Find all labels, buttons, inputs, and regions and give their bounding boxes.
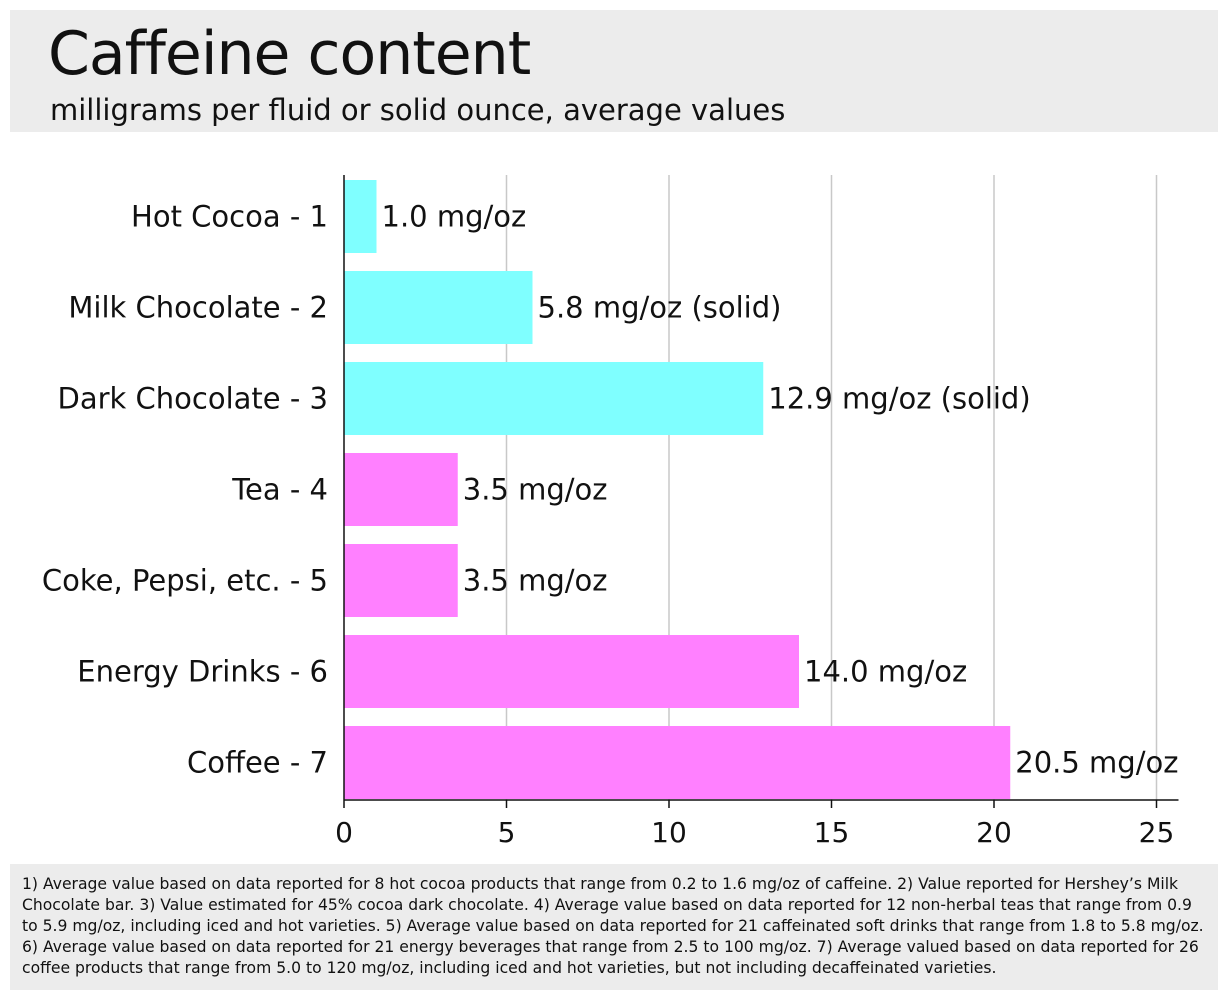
category-label: Hot Cocoa - 1	[131, 200, 328, 234]
category-labels: Hot Cocoa - 1 Milk Chocolate - 2 Dark Choc…	[42, 200, 328, 780]
data-label: 3.5 mg/oz	[463, 564, 608, 598]
category-label: Coke, Pepsi, etc. - 5	[42, 564, 328, 598]
footnotes: 1) Average value based on data reported …	[10, 864, 1218, 990]
data-label: 12.9 mg/oz (solid)	[768, 382, 1030, 416]
data-label: 5.8 mg/oz (solid)	[538, 291, 782, 325]
data-label: 20.5 mg/oz	[1015, 746, 1178, 780]
bar	[344, 180, 377, 253]
bar	[344, 362, 764, 435]
x-tick-label: 25	[1139, 816, 1175, 849]
bar	[344, 635, 799, 708]
x-tick-label: 15	[814, 816, 850, 849]
value-labels: 1.0 mg/oz 5.8 mg/oz (solid) 12.9 mg/oz (so…	[382, 200, 1179, 780]
chart-subtitle: milligrams per fluid or solid ounce, ave…	[50, 93, 786, 127]
data-label: 3.5 mg/oz	[463, 473, 608, 507]
x-tick-label: 0	[335, 816, 353, 849]
bar	[344, 453, 458, 526]
category-label: Dark Chocolate - 3	[58, 382, 329, 416]
category-label: Milk Chocolate - 2	[68, 291, 328, 325]
data-label: 1.0 mg/oz	[382, 200, 527, 234]
bars	[344, 180, 1011, 799]
category-label: Coffee - 7	[187, 746, 328, 780]
data-label: 14.0 mg/oz	[804, 655, 967, 689]
bar	[344, 544, 458, 617]
bar	[344, 271, 533, 344]
chart-title: Caffeine content	[48, 19, 531, 89]
x-tick-label: 20	[976, 816, 1012, 849]
x-tick-label: 10	[651, 816, 687, 849]
category-label: Tea - 4	[231, 473, 328, 507]
bar-chart: 0 5 10 15 20 25 Hot Cocoa - 1 Milk Chocolate -…	[42, 175, 1179, 849]
bar	[344, 726, 1011, 799]
chart-header: Caffeine content milligrams per fluid or…	[10, 10, 1218, 132]
x-tick-label: 5	[498, 816, 516, 849]
category-label: Energy Drinks - 6	[77, 655, 328, 689]
x-axis: 0 5 10 15 20 25	[335, 175, 1179, 849]
